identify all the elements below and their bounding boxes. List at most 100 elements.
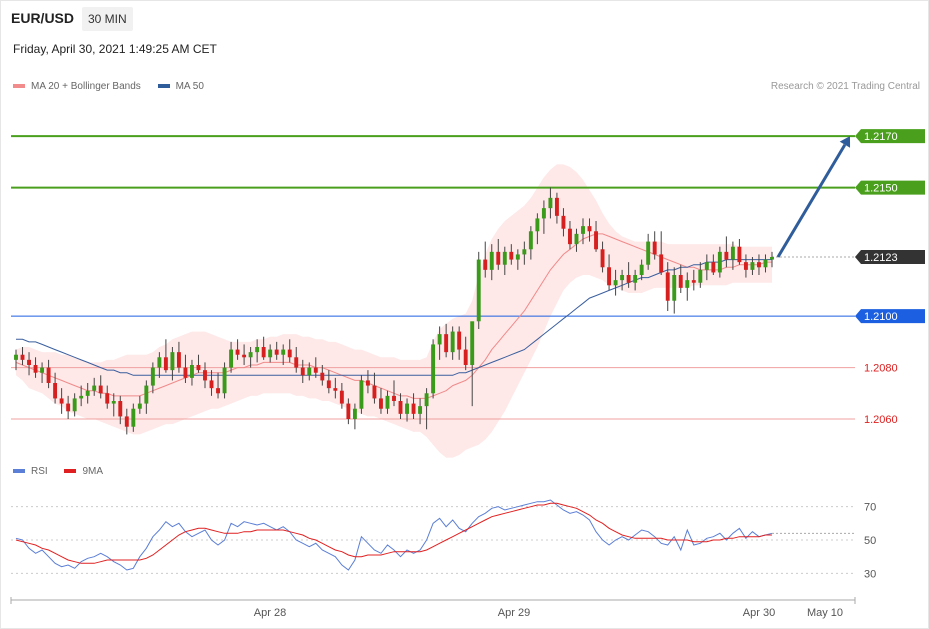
candle-body (490, 252, 494, 270)
candle-body (151, 368, 155, 386)
candle-body (340, 391, 344, 404)
candle (223, 362, 227, 398)
candle (431, 339, 435, 398)
candle (359, 375, 363, 414)
candle-body (307, 368, 311, 376)
candle-body (197, 365, 201, 370)
rsi-tick-label-1: 50 (864, 535, 876, 547)
candle-body (327, 380, 331, 388)
candle-body (157, 357, 161, 367)
candle-body (216, 388, 220, 393)
candle-body (477, 260, 481, 322)
candle-body (575, 234, 579, 244)
candle-body (27, 360, 31, 365)
candle-body (366, 380, 370, 385)
candle-body (405, 404, 409, 414)
candle-body (646, 242, 650, 265)
candle-body (268, 350, 272, 358)
candle-body (757, 262, 761, 267)
candle-body (301, 368, 305, 376)
candle-body (503, 252, 507, 265)
candle-body (698, 270, 702, 283)
candle-body (170, 352, 174, 370)
candle-body (203, 370, 207, 380)
candle (477, 252, 481, 329)
candle-body (399, 401, 403, 414)
rsi-series-9ma (16, 503, 772, 563)
candle-body (281, 350, 285, 355)
candle-body (21, 355, 25, 360)
rsi-tick-label-0: 70 (864, 502, 876, 514)
candle-body (412, 404, 416, 414)
price-tag-label-0: 1.2170 (864, 131, 898, 143)
candle-body (483, 260, 487, 270)
candle-body (392, 396, 396, 401)
price-tag-label-1: 1.2150 (864, 183, 898, 195)
candle-body (112, 401, 116, 404)
candle-body (131, 409, 135, 427)
candle-body (659, 254, 663, 272)
candle-body (451, 332, 455, 353)
candle (646, 234, 650, 270)
candle-body (438, 334, 442, 344)
candle (737, 239, 741, 265)
candle-body (34, 365, 38, 373)
candle-body (470, 321, 474, 365)
candle-body (640, 265, 644, 275)
candle-body (425, 393, 429, 406)
candle-body (444, 334, 448, 352)
candle-body (692, 280, 696, 283)
candle-body (522, 249, 526, 254)
candle-body (144, 386, 148, 404)
candle-body (320, 373, 324, 381)
candle-body (535, 218, 539, 231)
candle-body (60, 398, 64, 403)
candle-body (255, 347, 259, 352)
candle-body (555, 198, 559, 216)
time-tick-label-1: Apr 29 (498, 607, 530, 619)
candle-body (601, 249, 605, 267)
candle-body (496, 252, 500, 265)
candle-body (418, 406, 422, 414)
candle-body (249, 352, 253, 357)
candle-body (750, 262, 754, 270)
time-tick-label-3: May 10 (807, 607, 843, 619)
candle-body (210, 380, 214, 388)
price-label-5: 1.2060 (864, 414, 898, 426)
candle-body (275, 350, 279, 355)
candle-body (724, 252, 728, 260)
candle-body (666, 272, 670, 300)
candle-body (561, 216, 565, 229)
candle-body (125, 416, 129, 426)
candle-body (236, 350, 240, 355)
candle-body (516, 254, 520, 259)
candle-body (731, 247, 735, 260)
candle-body (581, 226, 585, 234)
candle-body (529, 231, 533, 249)
time-tick-label-0: Apr 28 (254, 607, 286, 619)
candle-body (386, 396, 390, 409)
candle-body (242, 355, 246, 358)
price-tag-label-3: 1.2100 (864, 311, 898, 323)
candle-body (229, 350, 233, 368)
candle-body (588, 226, 592, 231)
candle-body (548, 198, 552, 208)
candle-body (346, 404, 350, 419)
candle-body (359, 380, 363, 408)
candle-body (118, 401, 122, 416)
candle-body (568, 229, 572, 244)
candle-body (223, 368, 227, 394)
time-tick-label-2: Apr 30 (743, 607, 775, 619)
candle-body (14, 355, 18, 360)
candle-body (685, 280, 689, 288)
candle-body (99, 386, 103, 394)
candle-body (105, 393, 109, 403)
candle-body (509, 252, 513, 260)
candle-body (372, 386, 376, 399)
candle-body (542, 208, 546, 218)
candle-body (620, 275, 624, 280)
candle-body (138, 404, 142, 409)
price-tag-label-2: 1.2123 (864, 252, 898, 264)
candle-body (86, 391, 90, 396)
